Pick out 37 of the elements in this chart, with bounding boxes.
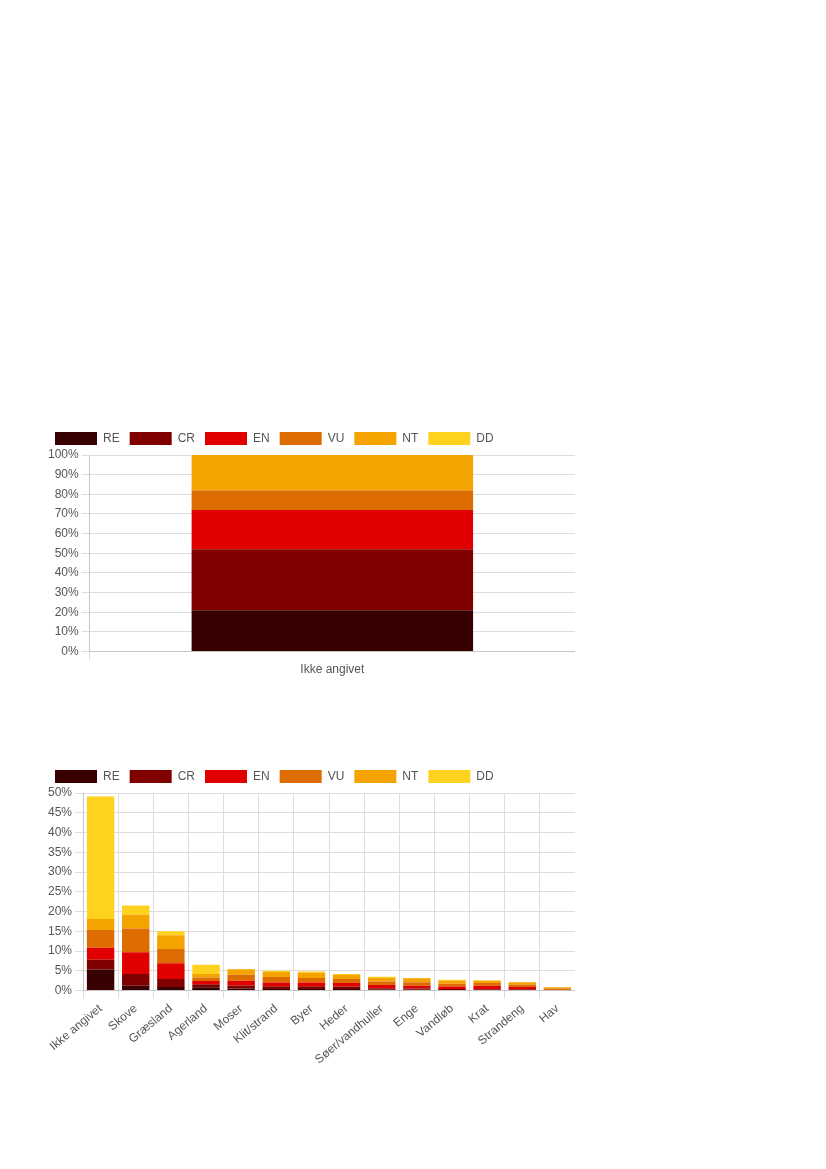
y-tick-label: 70% (54, 506, 80, 521)
legend-label: VU (327, 430, 345, 445)
legend-label: NT (402, 430, 420, 445)
legend-label: DD (476, 768, 494, 783)
y-tick-label: 30% (54, 584, 80, 599)
y-tick-label: 0% (54, 982, 73, 997)
legend-label: CR (177, 768, 196, 783)
legend-label: EN (253, 768, 270, 783)
y-tick-label: 15% (47, 923, 73, 938)
y-tick-label: 60% (54, 525, 80, 540)
legend-label: CR (177, 430, 196, 445)
y-tick-label: 80% (54, 486, 80, 501)
y-tick-label: 20% (47, 903, 73, 918)
y-tick-label: 5% (54, 963, 73, 978)
y-tick-label: 10% (47, 943, 73, 958)
y-tick-label: 50% (54, 545, 80, 560)
y-tick-label: 90% (54, 466, 80, 481)
legend-label: RE (103, 768, 120, 783)
y-tick-label: 50% (47, 785, 73, 800)
y-tick-label: 100% (47, 447, 80, 462)
y-tick-label: 45% (47, 805, 73, 820)
y-tick-label: 10% (54, 624, 80, 639)
y-tick-label: 40% (47, 824, 73, 839)
legend-label: NT (402, 768, 420, 783)
legend-label: DD (476, 430, 494, 445)
y-tick-label: 35% (47, 844, 73, 859)
legend-label: VU (327, 768, 345, 783)
y-tick-label: 20% (54, 604, 80, 619)
y-tick-label: 0% (61, 643, 80, 658)
y-tick-label: 25% (47, 884, 73, 899)
y-tick-label: 40% (54, 565, 80, 580)
x-tick-label: Ikke angivet (300, 662, 366, 677)
x-tick-label: Byer (287, 1001, 316, 1028)
legend-label: RE (103, 430, 120, 445)
x-tick-label: Hav (536, 1001, 562, 1026)
legend-label: EN (253, 430, 270, 445)
y-tick-label: 30% (47, 864, 73, 879)
